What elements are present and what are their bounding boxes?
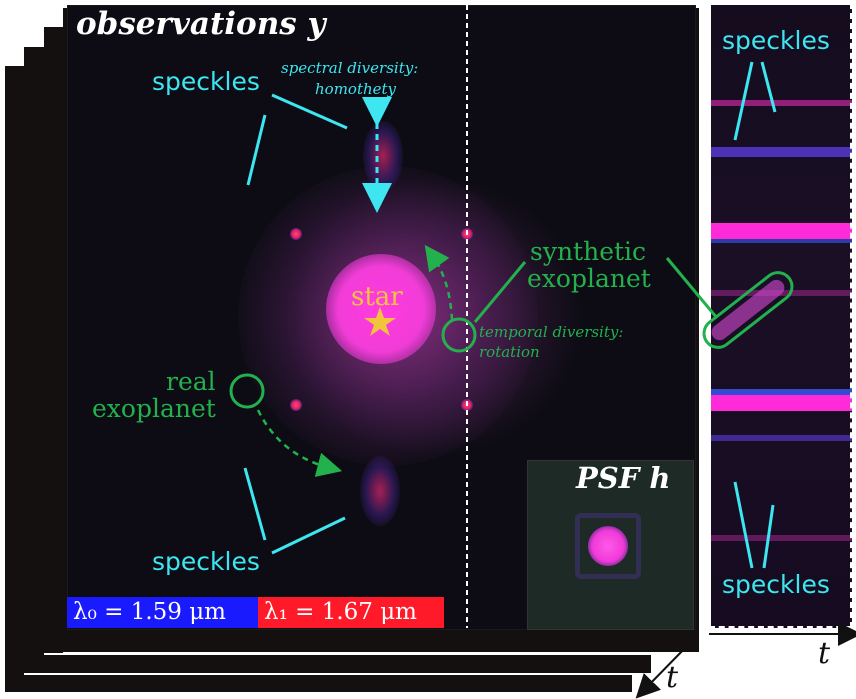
real-label-line1: real bbox=[166, 367, 216, 396]
band-stripe bbox=[711, 395, 852, 411]
real-label-line2: exoplanet bbox=[92, 394, 216, 423]
speckles-label-side-bottom: speckles bbox=[722, 570, 830, 599]
speckle-pointer bbox=[733, 481, 754, 569]
observations-title: observations y bbox=[76, 6, 326, 42]
psf-label: PSF h bbox=[576, 461, 671, 495]
band-stripe bbox=[711, 223, 852, 239]
lambda0-legend: λ₀ = 1.59 μm bbox=[67, 597, 258, 628]
speckles-label-top: speckles bbox=[152, 67, 260, 96]
star-label: star bbox=[351, 282, 403, 312]
psf-ring bbox=[575, 513, 641, 579]
synthetic-pointer bbox=[473, 261, 527, 323]
band-stripe bbox=[711, 435, 852, 441]
speckles-label-side-top: speckles bbox=[722, 26, 830, 55]
axis-bottom bbox=[635, 644, 689, 699]
speckle-pointer bbox=[271, 93, 348, 130]
speckle-cluster-bottom bbox=[360, 456, 400, 526]
star-symbol bbox=[364, 307, 396, 336]
band-stripe bbox=[711, 239, 852, 243]
speckle-pointer bbox=[271, 516, 346, 555]
band-stripe bbox=[711, 147, 852, 157]
real-exoplanet-marker bbox=[229, 373, 265, 409]
synthetic-label-line1: synthetic bbox=[530, 237, 647, 266]
speckle-pointer bbox=[760, 61, 777, 113]
band-stripe bbox=[711, 100, 852, 106]
band-stripe bbox=[711, 535, 852, 541]
synthetic-label-line2: exoplanet bbox=[527, 264, 651, 293]
speckle-pointer bbox=[733, 61, 754, 141]
lambda1-legend: λ₁ = 1.67 μm bbox=[258, 597, 444, 628]
axis-t-right-label: t bbox=[818, 636, 831, 671]
psf-inset bbox=[527, 460, 694, 630]
speckle-spot bbox=[290, 228, 302, 240]
temporal-diversity-label: temporal diversity: bbox=[479, 323, 624, 341]
synthetic-pointer-side bbox=[665, 257, 719, 319]
speckle-pointer bbox=[762, 504, 775, 569]
real-exoplanet-arrow bbox=[256, 409, 343, 477]
axis-t-bottom-label: t bbox=[666, 660, 679, 695]
speckle-pointer bbox=[246, 114, 267, 186]
star-core bbox=[326, 254, 436, 364]
side-trajectory bbox=[702, 271, 794, 349]
band-stripe bbox=[711, 389, 852, 395]
speckle-pointer bbox=[243, 467, 267, 541]
speckle-spot bbox=[290, 399, 302, 411]
speckles-label-bottom: speckles bbox=[152, 547, 260, 576]
spectral-diversity-label: spectral diversity: bbox=[281, 59, 419, 77]
synthetic-exoplanet-arrow bbox=[424, 244, 454, 321]
rotation-label: rotation bbox=[479, 343, 540, 361]
synthetic-exoplanet-marker bbox=[441, 317, 477, 353]
homothety-label: homothety bbox=[315, 80, 397, 98]
psf-core bbox=[588, 526, 628, 566]
